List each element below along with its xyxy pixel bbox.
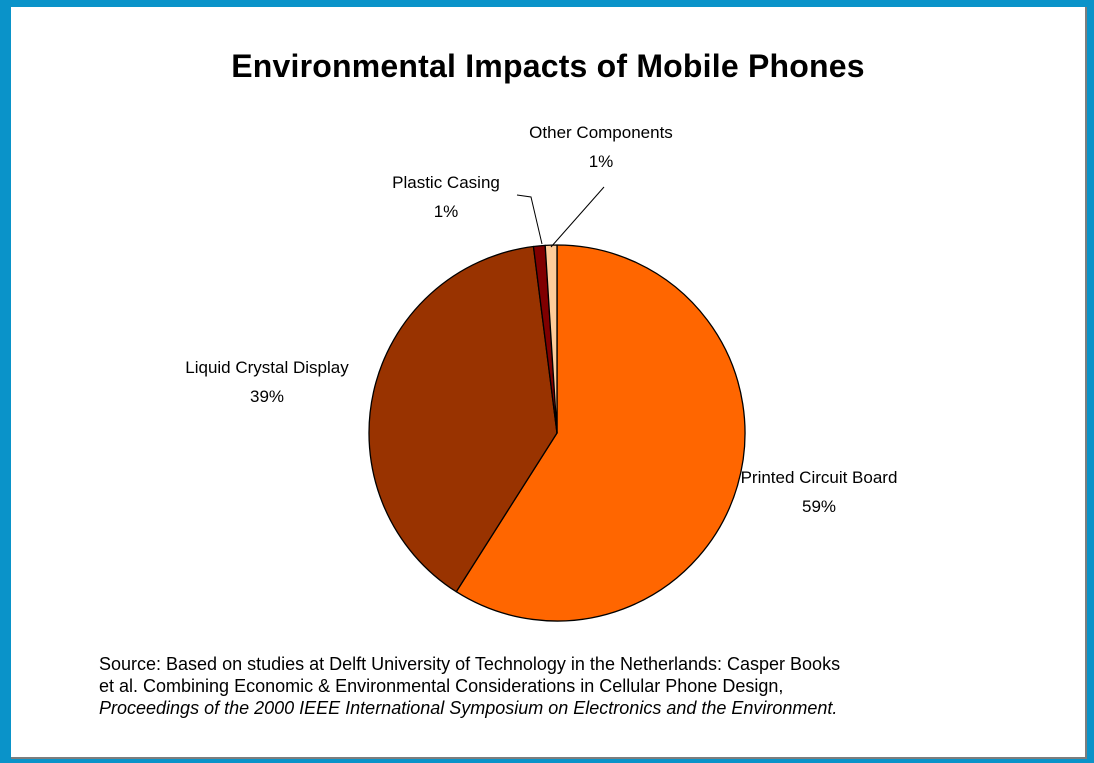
source-line-1: Source: Based on studies at Delft Univer… xyxy=(99,654,841,674)
pie-slice-liquid-crystal-display xyxy=(368,245,558,593)
leader-line-other-components xyxy=(550,186,605,248)
source-line-2: et al. Combining Economic & Environmenta… xyxy=(99,676,784,696)
slice-label-plastic-casing: Plastic Casing xyxy=(392,173,500,192)
slice-value-printed-circuit-board: 59% xyxy=(802,497,836,516)
slice-label-printed-circuit-board: Printed Circuit Board xyxy=(741,468,898,487)
slice-label-other-components: Other Components xyxy=(529,123,673,142)
source-note: Source: Based on studies at Delft Univer… xyxy=(99,653,1079,719)
chart-title: Environmental Impacts of Mobile Phones xyxy=(231,48,865,84)
pie-slice-printed-circuit-board xyxy=(455,244,746,622)
slice-label-liquid-crystal-display: Liquid Crystal Display xyxy=(185,358,349,377)
slice-value-plastic-casing: 1% xyxy=(434,202,459,221)
pie-chart: Printed Circuit Board 59% Liquid Crystal D… xyxy=(185,123,898,622)
pie-slice-other-components xyxy=(544,244,558,434)
slice-value-liquid-crystal-display: 39% xyxy=(250,387,284,406)
source-line-3: Proceedings of the 2000 IEEE Internation… xyxy=(99,698,838,718)
leader-line-plastic-casing xyxy=(516,194,543,245)
slice-value-other-components: 1% xyxy=(589,152,614,171)
slide: Environmental Impacts of Mobile Phones P… xyxy=(11,7,1087,759)
